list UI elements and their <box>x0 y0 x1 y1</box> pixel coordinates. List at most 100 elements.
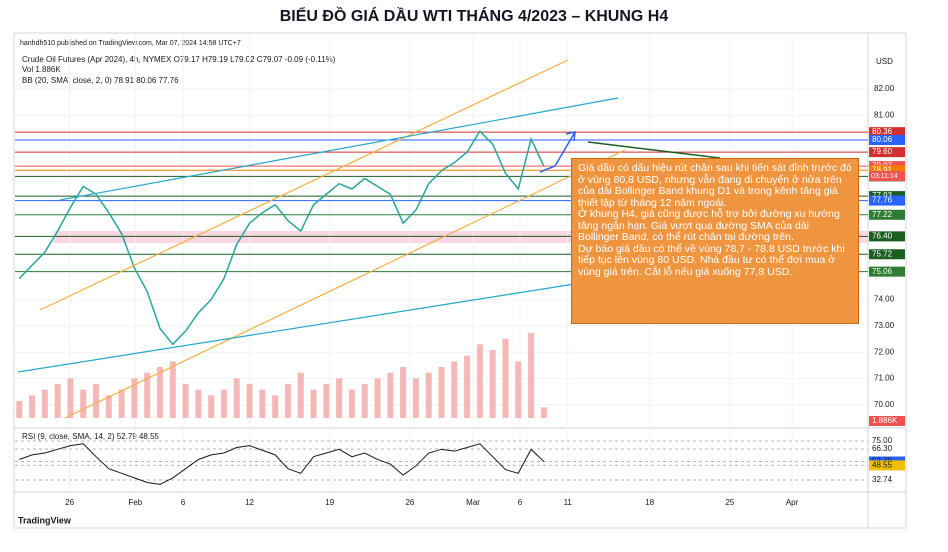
brand: TradingView <box>18 515 72 525</box>
note-box: Giá dầu có dấu hiệu rút chân sau khi tiế… <box>571 158 859 324</box>
x-tick-label: 25 <box>725 498 734 507</box>
x-tick-label: 12 <box>245 498 254 507</box>
volume-bar <box>476 344 483 418</box>
price-tag <box>869 195 905 206</box>
x-tick-label: 6 <box>181 498 186 507</box>
price-tag-label: 79.60 <box>872 147 893 156</box>
price-tag <box>869 165 905 176</box>
rsi-tick-label: 75.00 <box>872 436 893 445</box>
volume-bar <box>80 389 87 418</box>
price-tag-label: 77.22 <box>872 210 893 219</box>
volume-bar <box>540 407 547 418</box>
timer-label: 03:11:14 <box>871 173 898 180</box>
volume-bar <box>105 395 112 418</box>
trend-line <box>587 141 721 159</box>
price-tag-label: 77.76 <box>872 196 893 205</box>
volume-bar <box>272 395 279 418</box>
volume-bar <box>131 378 138 418</box>
volume-bar <box>118 389 125 418</box>
timer-tag <box>869 171 905 182</box>
trend-line <box>39 59 569 311</box>
price-tag-label: 75.06 <box>872 267 893 276</box>
note-text: Giá dầu có dấu hiệu rút chân sau khi tiế… <box>578 162 852 209</box>
x-tick-label: 19 <box>325 498 334 507</box>
trend-lines <box>17 59 721 419</box>
price-line <box>18 129 545 346</box>
volume-bar <box>284 384 291 418</box>
price-tag-label: 76.40 <box>872 231 893 240</box>
volume-bar <box>412 378 419 418</box>
trend-line <box>64 149 626 419</box>
volume-bar <box>489 350 496 418</box>
arrow-head <box>565 131 576 142</box>
volume-bar <box>310 389 317 418</box>
volume-bar <box>67 378 74 418</box>
rsi-tag <box>869 460 905 471</box>
volume-tag <box>869 416 905 426</box>
volume-bar <box>233 378 240 418</box>
currency: USD <box>876 57 893 66</box>
volume-bar <box>502 338 509 418</box>
volume-bar <box>438 367 445 418</box>
volume-bar <box>29 395 36 418</box>
rsi-tick-label: 32.74 <box>872 475 893 484</box>
volume-bar <box>336 378 343 418</box>
volume-bar <box>374 378 381 418</box>
price-tag <box>869 231 905 242</box>
note-text: Ở khung H4, giá cũng được hỗ trợ bởi đườ… <box>578 208 840 243</box>
volume-bar <box>387 372 394 418</box>
volume-tag-label: 1.886K <box>872 416 898 425</box>
price-tag-label: 78.91 <box>872 165 893 174</box>
volume-bar <box>528 333 535 418</box>
volume-bar <box>515 361 522 418</box>
volume-bar <box>195 389 202 418</box>
x-tick-label: Apr <box>786 498 799 507</box>
rsi-line <box>19 443 545 485</box>
volume-bar <box>425 372 432 418</box>
price-tag-label: 80.06 <box>872 135 893 144</box>
volume-bar <box>400 367 407 418</box>
y-tick-label: 72.00 <box>874 347 895 356</box>
volume-bar <box>54 384 61 418</box>
price-tag <box>869 266 905 277</box>
x-tick-label: 26 <box>405 498 414 507</box>
price-tag <box>869 127 905 138</box>
note-text: Dự báo giá dầu có thể về vùng 78,7 - 78.… <box>578 242 845 278</box>
x-tick-label: Mar <box>466 498 480 507</box>
frame <box>13 32 907 529</box>
y-tick-label: 70.00 <box>874 400 895 409</box>
price-tag <box>869 249 905 260</box>
trend-line <box>17 279 601 373</box>
y-tick-label: 73.00 <box>874 321 895 330</box>
volume-bar <box>169 361 176 418</box>
volume-bar <box>361 384 368 418</box>
publisher: hanhdh510 published on TradingView.com, … <box>20 40 241 47</box>
chart-title: BIỂU ĐỒ GIÁ DẦU WTI THÁNG 4/2023 – KHUNG… <box>280 6 669 25</box>
volume-bar <box>348 389 355 418</box>
x-tick-label: 11 <box>564 498 573 507</box>
trend-line <box>59 97 619 201</box>
volume-legend: Vol 1.886K <box>22 65 61 74</box>
price-tag-label: 75.72 <box>872 249 893 258</box>
volume-bar <box>144 372 151 418</box>
price-tag <box>869 135 905 146</box>
arrow <box>539 131 576 173</box>
volume-bar <box>16 401 23 418</box>
symbol: Crude Oil Futures (Apr 2024), 4h, NYMEX … <box>22 55 336 64</box>
x-tick-label: Feb <box>128 498 142 507</box>
volume-bar <box>323 384 330 418</box>
y-tick-label: 74.00 <box>874 295 895 304</box>
y-tick-label: 81.00 <box>874 110 895 119</box>
price-tag <box>869 209 905 220</box>
volume-bar <box>157 367 164 418</box>
volume-bar <box>464 355 471 418</box>
volume-bar <box>451 361 458 418</box>
volume-bar <box>297 372 304 418</box>
bb-legend: BB (20, SMA, close, 2, 0) 78.91 80.06 77… <box>22 76 179 85</box>
volume-bar <box>208 395 215 418</box>
volume-bar <box>182 384 189 418</box>
x-tick-label: 6 <box>518 498 523 507</box>
x-tick-label: 18 <box>645 498 654 507</box>
